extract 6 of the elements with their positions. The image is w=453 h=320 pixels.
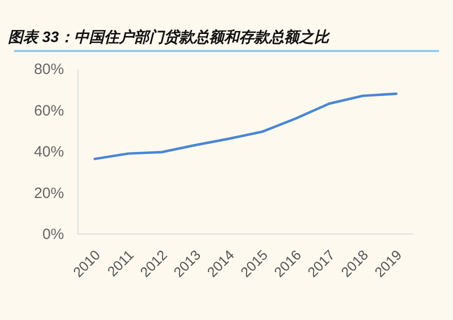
y-tick-label: 40% [34, 144, 64, 160]
y-tick-label: 60% [34, 102, 64, 120]
y-tick-label: 0% [42, 226, 64, 243]
y-tick-label: 80% [34, 61, 64, 78]
chart-title: 图表 33：中国住户部门贷款总额和存款总额之比 [8, 28, 331, 46]
y-tick-label: 20% [34, 184, 64, 202]
